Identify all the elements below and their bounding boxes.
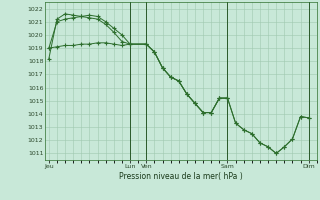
X-axis label: Pression niveau de la mer( hPa ): Pression niveau de la mer( hPa ) bbox=[119, 172, 243, 181]
